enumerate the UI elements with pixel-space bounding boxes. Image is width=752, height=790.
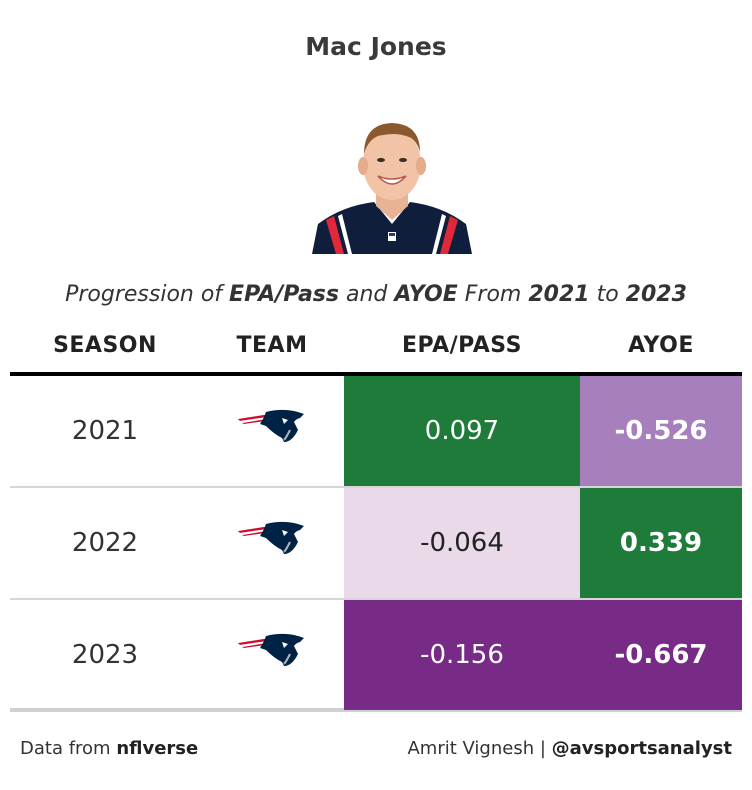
ayoe-cell: 0.339 [580,488,742,598]
stats-table: SEASON TEAM EPA/PASS AYOE 2021 0.097 -0.… [10,320,742,712]
table-header: SEASON TEAM EPA/PASS AYOE [10,320,742,376]
season-cell: 2023 [71,640,139,670]
epa-pass-cell: -0.156 [344,600,580,710]
table-body: 2021 0.097 -0.526 2022 -0.064 0.339 2023… [10,376,742,712]
epa-pass-cell: -0.064 [344,488,580,598]
ayoe-cell: -0.667 [580,600,742,710]
author-credit: Amrit Vignesh | @avsportsanalyst [407,738,732,759]
table-row: 2022 -0.064 0.339 [10,488,742,600]
team-cell [200,488,344,598]
table-row: 2021 0.097 -0.526 [10,376,742,488]
season-cell: 2022 [71,528,139,558]
column-header-season: SEASON [53,333,157,358]
patriots-logo-icon [236,520,308,562]
column-header-team: TEAM [236,333,308,358]
data-source-credit: Data from nflverse [20,738,199,759]
patriots-logo-icon [236,408,308,450]
team-cell [200,600,344,710]
chart-subtitle: Progression of EPA/Pass and AYOE From 20… [65,282,687,307]
column-header-ayoe: AYOE [628,333,694,358]
ayoe-cell: -0.526 [580,376,742,486]
table-row: 2023 -0.156 -0.667 [10,600,742,712]
column-header-epa-pass: EPA/PASS [401,333,523,358]
season-cell: 2021 [71,416,139,446]
team-cell [200,376,344,486]
patriots-logo-icon [236,632,308,674]
player-headshot-image [312,123,472,254]
epa-pass-cell: 0.097 [344,376,580,486]
page-title: Mac Jones [305,32,447,61]
